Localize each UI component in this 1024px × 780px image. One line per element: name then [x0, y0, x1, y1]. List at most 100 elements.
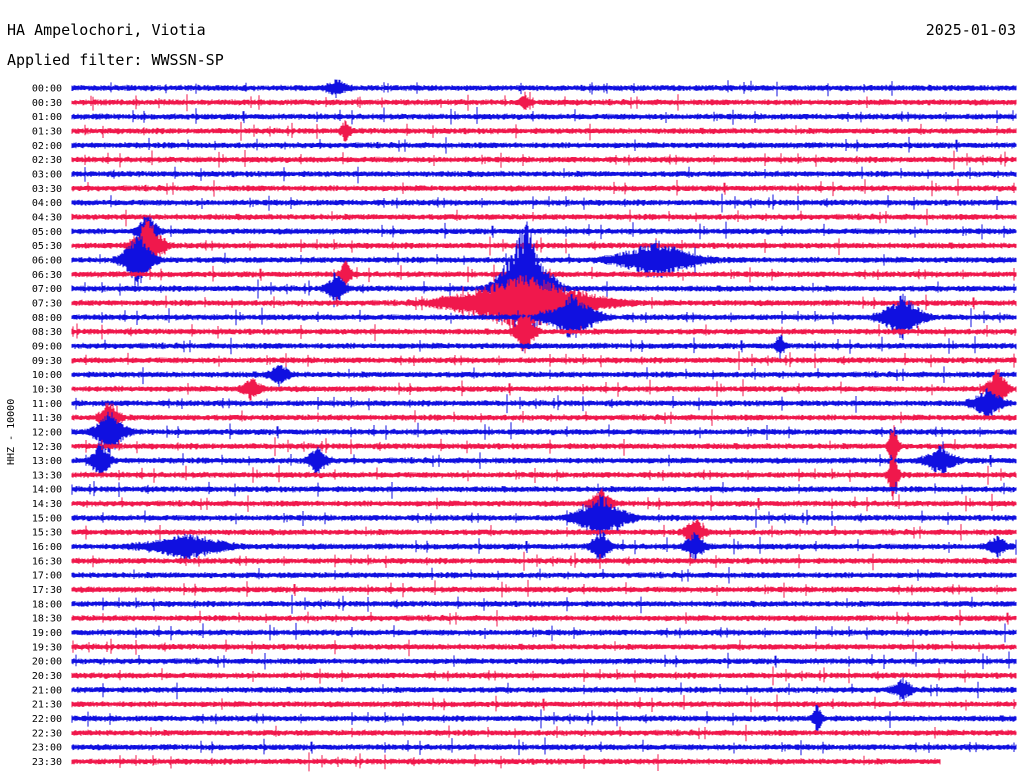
seismogram-trace [71, 230, 1017, 288]
seismogram-trace [71, 518, 1017, 546]
time-label: 07:30 [32, 298, 62, 309]
seismogram-trace [71, 91, 1017, 112]
seismogram-trace [71, 334, 1017, 360]
seismogram-trace [71, 724, 1017, 742]
seismogram-trace [71, 481, 1017, 499]
time-label: 20:30 [32, 671, 62, 682]
time-label: 00:30 [32, 98, 62, 109]
time-label: 05:00 [32, 227, 62, 238]
seismogram-trace [71, 178, 1017, 197]
seismogram-trace [71, 737, 1017, 756]
time-label: 14:30 [32, 499, 62, 510]
seismogram-trace [71, 260, 1017, 294]
time-label: 04:00 [32, 198, 62, 209]
seismogram-trace [71, 107, 1017, 125]
seismogram-trace [71, 752, 941, 772]
seismogram-trace [71, 594, 1017, 614]
time-label: 15:00 [32, 513, 62, 524]
trace-group [71, 79, 1017, 772]
seismogram-trace [71, 411, 1017, 454]
time-label: 06:30 [32, 270, 62, 281]
time-label: 05:30 [32, 241, 62, 252]
time-label: 19:30 [32, 642, 62, 653]
seismogram-trace [71, 208, 1017, 227]
seismogram-trace [71, 494, 1017, 543]
time-label-group: 00:00 00:30 01:00 01:30 02:00 02:30 03:00 03:30… [32, 84, 62, 769]
time-label: 10:00 [32, 370, 62, 381]
time-label: 08:00 [32, 313, 62, 324]
seismogram-trace [71, 293, 1017, 340]
time-label: 02:00 [32, 141, 62, 152]
time-label: 00:00 [32, 84, 62, 95]
time-label: 20:00 [32, 657, 62, 668]
time-label: 13:30 [32, 470, 62, 481]
seismogram-trace [71, 120, 1017, 142]
seismogram-trace [71, 369, 1017, 413]
time-label: 11:00 [32, 399, 62, 410]
seismogram-trace [71, 351, 1017, 371]
time-label: 09:00 [32, 341, 62, 352]
seismogram-trace [71, 193, 1017, 213]
time-label: 23:30 [32, 757, 62, 768]
seismogram-trace [71, 638, 1017, 657]
seismogram-trace [71, 441, 1017, 477]
time-label: 17:30 [32, 585, 62, 596]
time-label: 08:30 [32, 327, 62, 338]
seismogram-trace [71, 219, 1017, 273]
channel-label: HHZ - 10000 [6, 399, 17, 465]
seismogram-trace [71, 677, 1017, 702]
time-label: 07:00 [32, 284, 62, 295]
seismogram-trace [71, 694, 1017, 713]
seismogram-trace [71, 308, 1017, 354]
time-label: 13:00 [32, 456, 62, 467]
time-label: 04:30 [32, 212, 62, 223]
record-date: 2025-01-03 [925, 21, 1016, 39]
time-label: 16:30 [32, 556, 62, 567]
seismogram-trace [71, 166, 1017, 184]
time-label: 16:00 [32, 542, 62, 553]
time-label: 19:00 [32, 628, 62, 639]
station-title: HA Ampelochori, Viotia [7, 21, 206, 39]
time-label: 02:30 [32, 155, 62, 166]
seismogram-trace [71, 622, 1017, 643]
filter-label: Applied filter: WWSSN-SP [7, 51, 224, 69]
seismogram-trace [71, 79, 1017, 98]
time-label: 01:30 [32, 126, 62, 137]
time-label: 22:30 [32, 728, 62, 739]
seismogram-trace [71, 136, 1017, 154]
seismogram-trace [71, 275, 1017, 332]
time-label: 17:00 [32, 571, 62, 582]
seismogram-trace [71, 530, 1017, 565]
seismogram-trace [71, 402, 1017, 434]
seismogram-trace [71, 387, 1017, 420]
seismogram-trace [71, 150, 1017, 170]
seismogram-trace [71, 551, 1017, 571]
time-label: 12:30 [32, 442, 62, 453]
time-label: 18:00 [32, 599, 62, 610]
time-label: 18:30 [32, 614, 62, 625]
time-label: 12:00 [32, 427, 62, 438]
time-label: 21:00 [32, 685, 62, 696]
time-label: 09:30 [32, 356, 62, 367]
seismogram-trace [71, 704, 1017, 734]
seismogram-trace [71, 488, 1017, 520]
time-label: 15:30 [32, 528, 62, 539]
seismogram-trace [71, 651, 1017, 670]
seismogram-trace [71, 609, 1017, 627]
seismogram-trace [71, 425, 1017, 469]
time-label: 01:00 [32, 112, 62, 123]
seismogram-trace [71, 579, 1017, 598]
seismogram-trace [71, 365, 1017, 387]
time-label: 22:00 [32, 714, 62, 725]
seismogram-trace [71, 567, 1017, 584]
seismogram-trace [71, 447, 1017, 501]
time-label: 03:30 [32, 184, 62, 195]
time-label: 11:30 [32, 413, 62, 424]
seismogram-trace [71, 216, 1017, 252]
time-label: 10:30 [32, 384, 62, 395]
time-label: 23:00 [32, 743, 62, 754]
time-label: 03:00 [32, 169, 62, 180]
seismogram-trace [71, 666, 1017, 686]
time-label: 06:00 [32, 255, 62, 266]
